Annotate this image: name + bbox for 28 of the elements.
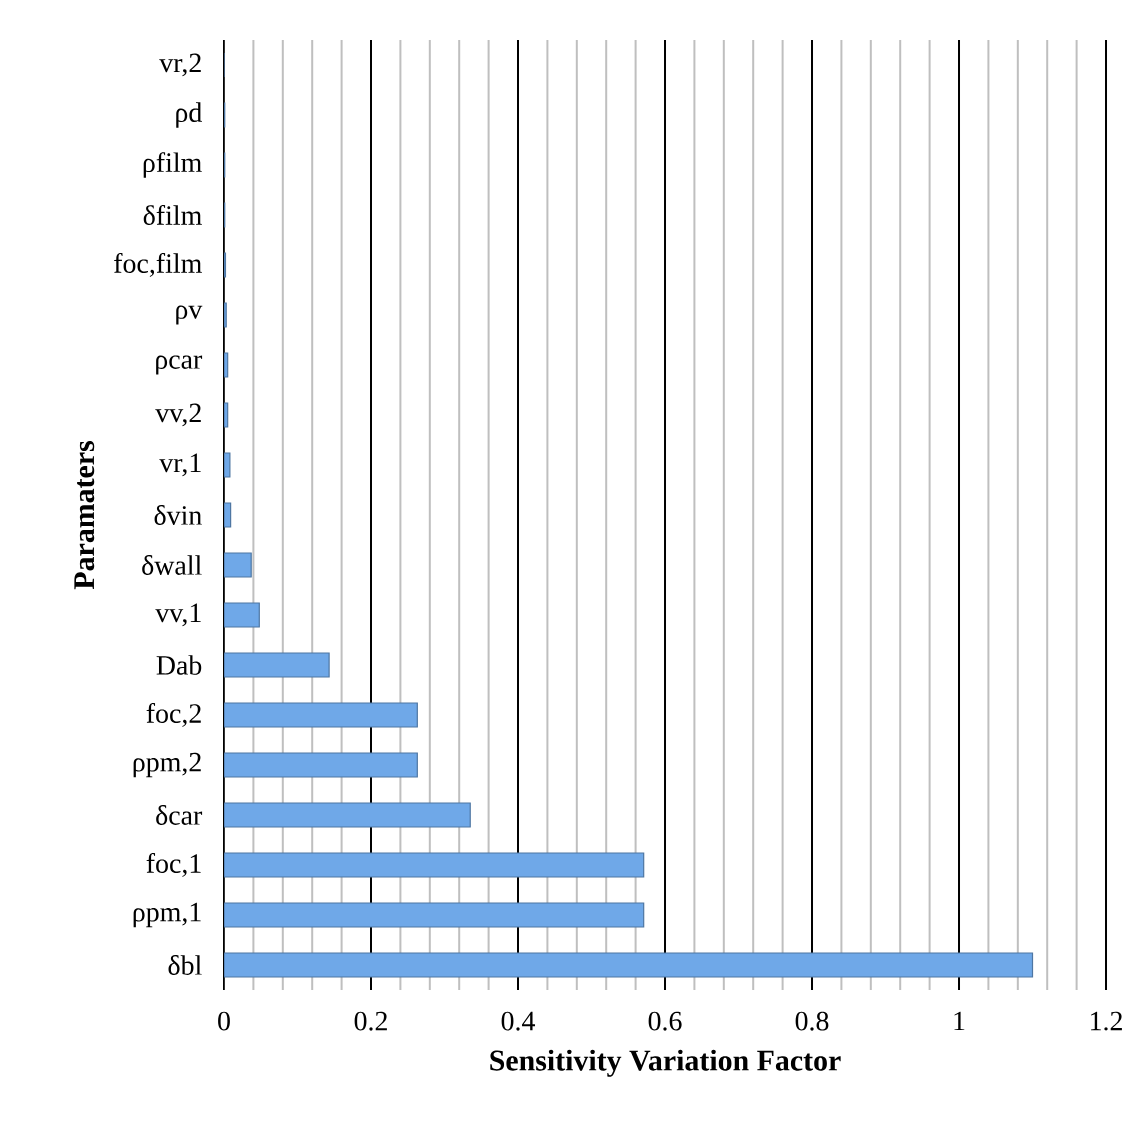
y-tick-label: δfilm (143, 205, 202, 225)
y-tick-label: vr,2 (159, 53, 201, 77)
x-tick-label: 0 (218, 1011, 230, 1031)
y-tick-label: Dab (156, 655, 202, 675)
y-tick-label: δcar (156, 805, 203, 825)
y-tick-label: δwall (142, 555, 202, 575)
x-tick-label: 0.8 (795, 1011, 829, 1031)
x-axis-title: Sensitivity Variation Factor (490, 1049, 841, 1077)
y-tick-label: δvin (154, 505, 202, 525)
y-tick-label: vv,2 (155, 403, 201, 427)
y-tick-label: ρv (176, 305, 203, 325)
y-tick-label: foc,film (114, 253, 202, 277)
y-tick-label: ρpm,2 (133, 752, 201, 778)
x-tick-label: 0.2 (354, 1011, 387, 1031)
y-tick-label: δbl (168, 955, 202, 975)
y-axis-title: Paramaters (74, 441, 95, 590)
x-tick-label: 1.2 (1091, 1011, 1122, 1031)
y-tick-label: ρcar (156, 355, 203, 375)
y-tick-label: vr,1 (159, 453, 201, 477)
y-tick-label: ρd (176, 102, 202, 128)
y-tick-label: foc,1 (146, 853, 201, 877)
y-tick-label: foc,2 (146, 703, 201, 727)
x-tick-label: 0.4 (501, 1011, 536, 1031)
x-tick-label: 0.6 (648, 1011, 682, 1031)
y-tick-label: ρpm,1 (133, 902, 201, 928)
x-tick-label: 1 (954, 1011, 965, 1031)
y-tick-label: ρfilm (143, 152, 202, 178)
y-tick-label: vv,1 (155, 603, 201, 627)
